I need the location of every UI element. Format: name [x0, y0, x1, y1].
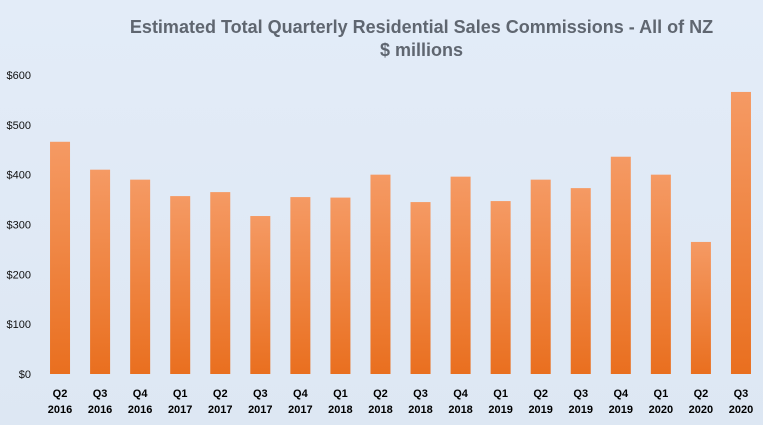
bar-q3-2019 — [570, 188, 591, 374]
y-tick-label: $100 — [7, 319, 31, 331]
x-tick-year: 2016 — [88, 404, 112, 416]
x-tick-quarter: Q3 — [253, 388, 268, 400]
bar-q1-2020 — [650, 174, 671, 374]
bar-q2-2019 — [530, 179, 551, 374]
x-tick-quarter: Q4 — [453, 388, 469, 400]
x-tick-year: 2018 — [368, 404, 392, 416]
x-tick-year: 2020 — [689, 404, 713, 416]
bar-q4-2017 — [290, 197, 311, 374]
x-tick-year: 2017 — [248, 404, 272, 416]
x-tick-year: 2019 — [609, 404, 633, 416]
x-tick-year: 2018 — [448, 404, 472, 416]
bar-q3-2018 — [410, 202, 431, 374]
x-tick-quarter: Q3 — [573, 388, 588, 400]
bar-q2-2017 — [210, 192, 231, 374]
x-tick-quarter: Q2 — [213, 388, 228, 400]
y-tick-label: $600 — [7, 70, 31, 82]
x-tick-quarter: Q3 — [93, 388, 108, 400]
chart-title: Estimated Total Quarterly Residential Sa… — [129, 17, 714, 37]
chart-title-block: Estimated Total Quarterly Residential Sa… — [0, 16, 763, 62]
bar-q4-2016 — [130, 179, 151, 374]
bar-q2-2018 — [370, 174, 391, 374]
y-tick-label: $300 — [7, 220, 31, 232]
bar-q2-2020 — [690, 241, 711, 374]
bar-q2-2016 — [50, 141, 71, 374]
bar-q3-2020 — [730, 91, 751, 375]
x-tick-year: 2018 — [328, 404, 352, 416]
x-tick-quarter: Q1 — [333, 388, 348, 400]
x-tick-quarter: Q4 — [613, 388, 629, 400]
x-tick-quarter: Q2 — [694, 388, 709, 400]
x-tick-quarter: Q2 — [53, 388, 68, 400]
x-tick-year: 2019 — [569, 404, 593, 416]
bar-q4-2018 — [450, 176, 471, 374]
bar-q1-2017 — [170, 196, 191, 374]
bar-q1-2019 — [490, 201, 511, 374]
x-tick-quarter: Q2 — [533, 388, 548, 400]
x-tick-year: 2018 — [408, 404, 432, 416]
plot-area: $0 $100 $200 $300 $400 $500 $600 Q2 2016 Q3 2016 Q4… — [7, 70, 754, 416]
x-tick-year: 2020 — [649, 404, 673, 416]
bar-q4-2019 — [610, 156, 631, 374]
x-tick-year: 2016 — [128, 404, 152, 416]
x-tick-year: 2017 — [288, 404, 312, 416]
x-tick-quarter: Q3 — [413, 388, 428, 400]
x-tick-year: 2019 — [528, 404, 552, 416]
bar-q1-2018 — [330, 197, 351, 374]
bar-q3-2016 — [90, 169, 111, 374]
x-tick-year: 2017 — [208, 404, 232, 416]
y-tick-label: $0 — [19, 369, 31, 381]
y-tick-label: $500 — [7, 120, 31, 132]
x-tick-quarter: Q4 — [133, 388, 149, 400]
x-tick-quarter: Q4 — [293, 388, 309, 400]
x-tick-year: 2016 — [48, 404, 72, 416]
x-tick-quarter: Q1 — [173, 388, 188, 400]
x-tick-year: 2019 — [488, 404, 512, 416]
x-tick-quarter: Q3 — [734, 388, 749, 400]
y-tick-label: $400 — [7, 170, 31, 182]
x-tick-year: 2017 — [168, 404, 192, 416]
x-tick-quarter: Q1 — [493, 388, 508, 400]
chart-subtitle: $ millions — [379, 40, 464, 61]
x-tick-quarter: Q2 — [373, 388, 388, 400]
y-tick-label: $200 — [7, 269, 31, 281]
x-tick-quarter: Q1 — [654, 388, 669, 400]
bar-q3-2017 — [250, 216, 271, 374]
x-tick-year: 2020 — [729, 404, 753, 416]
